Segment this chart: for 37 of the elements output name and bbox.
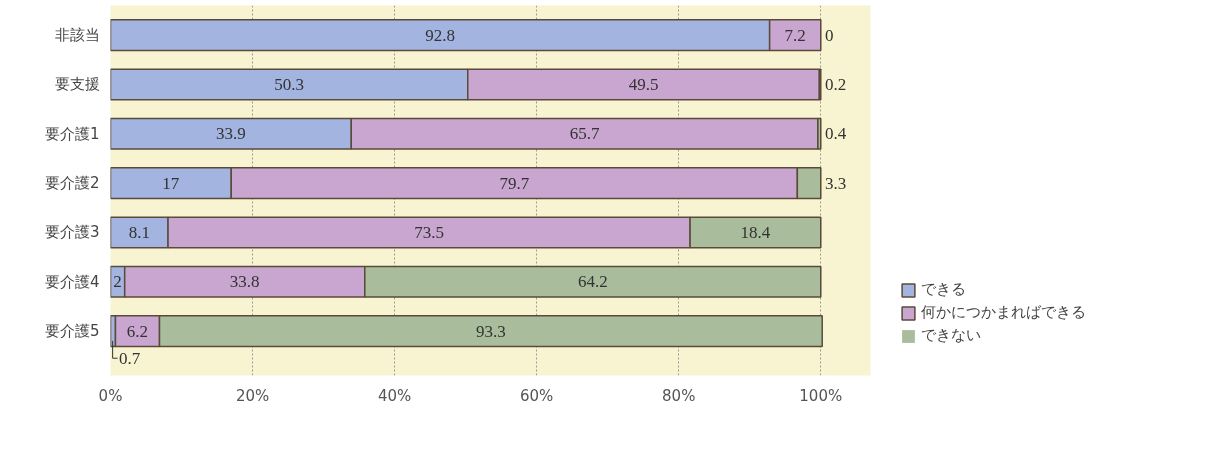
data-label: 0.2 — [825, 74, 847, 94]
legend-label: できない — [921, 326, 981, 345]
data-label: 0 — [825, 25, 834, 45]
y-tick-label: 要介護2 — [44, 174, 100, 193]
x-tick-label: 40% — [377, 386, 412, 405]
data-label: 8.1 — [128, 222, 150, 242]
legend-label: 何かにつかまればできる — [921, 303, 1086, 322]
data-label: 49.5 — [628, 74, 659, 94]
data-label: 7.2 — [784, 25, 806, 45]
data-label: 3.3 — [825, 173, 847, 193]
y-tick-label: 非該当 — [54, 26, 100, 45]
x-tick-label: 20% — [235, 386, 270, 405]
x-tick-label: 0% — [98, 386, 123, 405]
data-label: 65.7 — [569, 124, 600, 144]
data-label: 64.2 — [577, 272, 608, 292]
legend-label: できる — [921, 280, 966, 299]
x-tick-label: 60% — [520, 386, 554, 405]
x-tick-label: 80% — [662, 386, 696, 405]
y-tick-label: 要介護1 — [44, 124, 100, 143]
data-label: 2 — [113, 272, 122, 292]
data-label: 18.4 — [740, 222, 771, 242]
data-label: 93.3 — [475, 321, 506, 341]
data-label: 50.3 — [274, 74, 305, 94]
y-tick-label: 要支援 — [54, 75, 100, 94]
data-label: 33.9 — [216, 124, 246, 144]
data-label: 6.2 — [126, 321, 149, 341]
y-tick-label: 要介護5 — [44, 322, 100, 341]
data-label: 33.8 — [229, 272, 260, 292]
data-label: 92.8 — [425, 25, 455, 45]
x-tick-label: 100% — [799, 386, 843, 405]
data-label: 79.7 — [499, 173, 530, 193]
data-label: 0.4 — [825, 124, 847, 144]
y-tick-label: 要介護3 — [44, 223, 100, 242]
y-tick-label: 要介護4 — [44, 272, 100, 291]
data-label: 17 — [162, 173, 180, 193]
data-label: 73.5 — [414, 222, 444, 242]
data-label: 0.7 — [119, 348, 141, 368]
